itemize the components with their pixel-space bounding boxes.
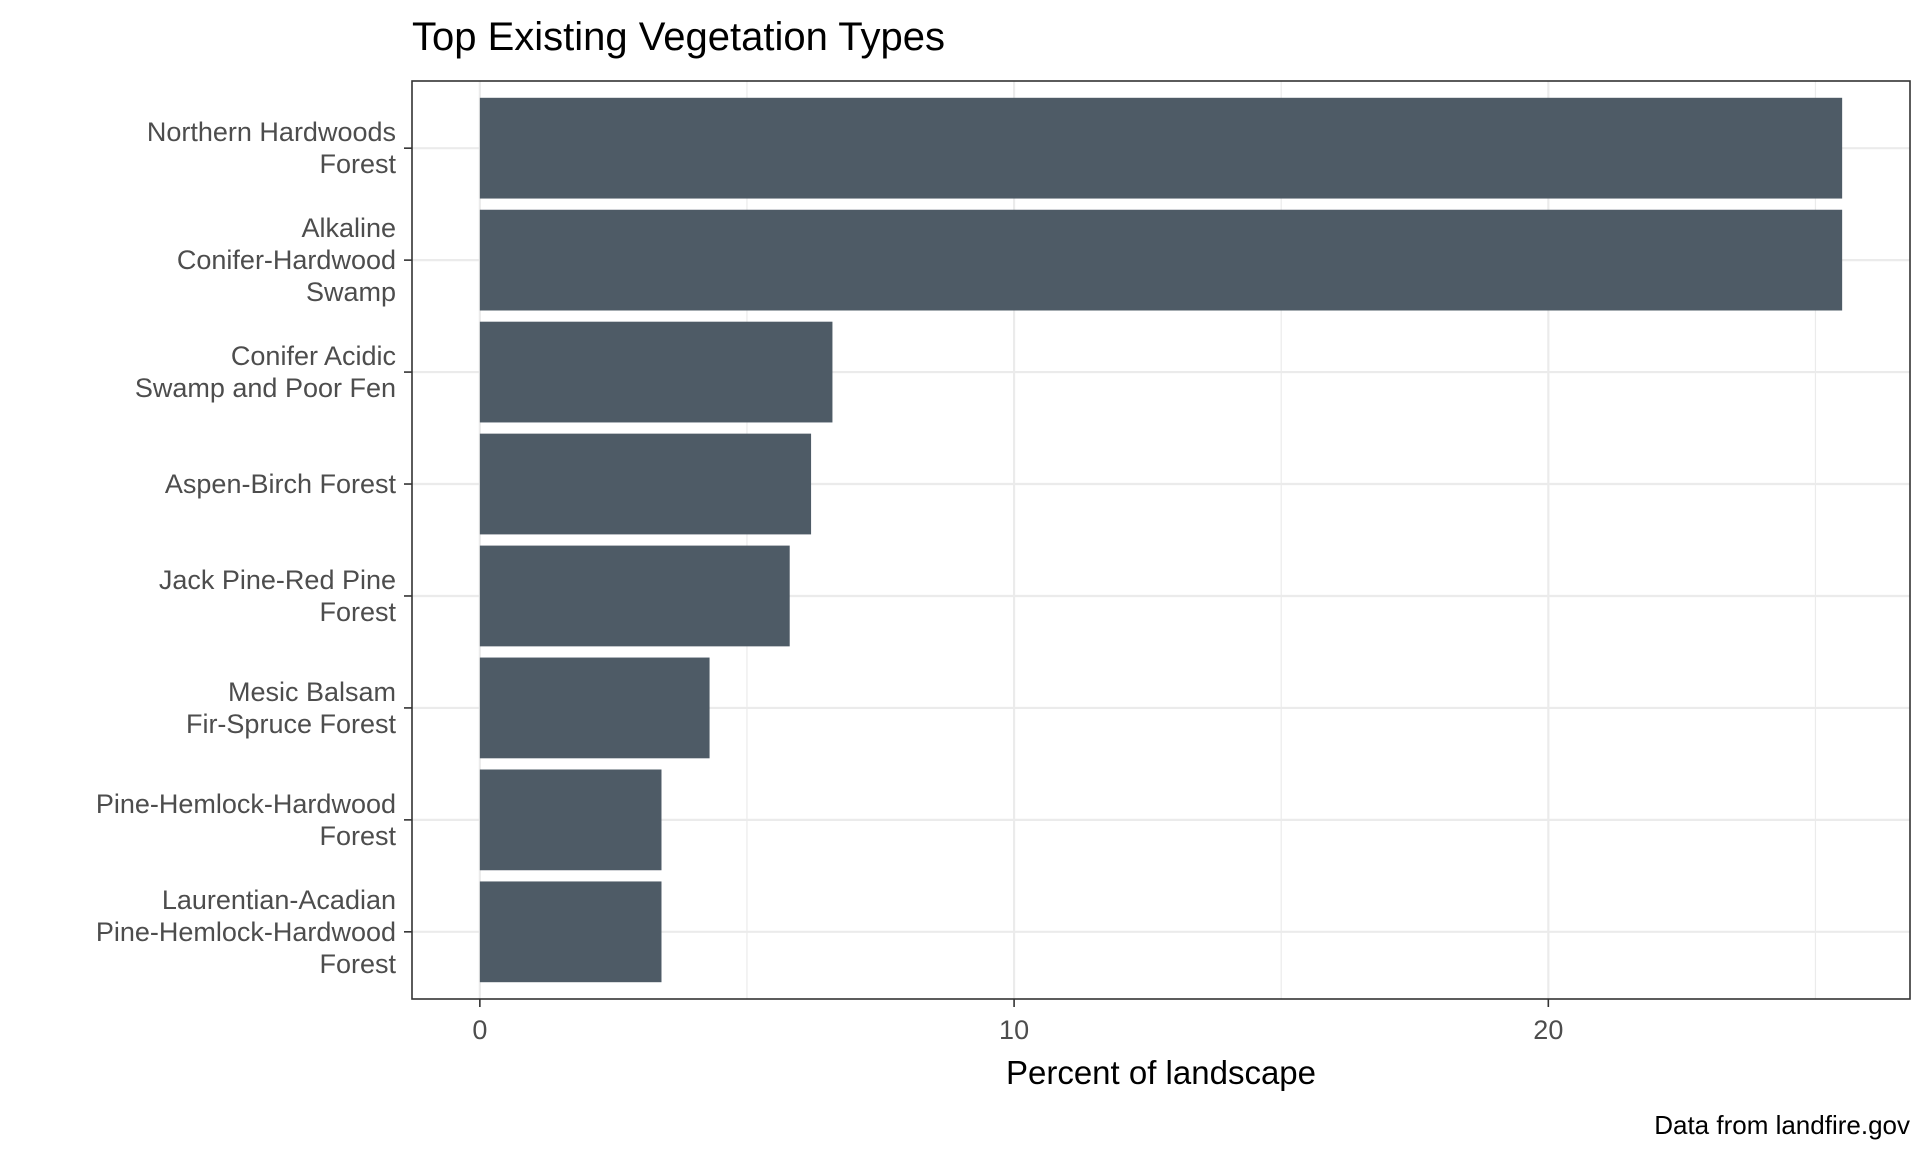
- x-tick-label: 20: [1533, 1015, 1563, 1045]
- x-tick-label: 0: [472, 1015, 487, 1045]
- bar: [479, 545, 790, 647]
- bar: [479, 321, 833, 423]
- y-axis: Northern Hardwoods Forest Alkaline Conifer-…: [96, 117, 412, 979]
- x-axis-title: Percent of landscape: [1006, 1054, 1316, 1091]
- x-axis: 0 10 20: [472, 999, 1563, 1045]
- bar: [479, 433, 812, 535]
- bar: [479, 881, 662, 983]
- y-tick-label: Northern Hardwoods Forest: [147, 117, 397, 179]
- y-tick-label: Mesic Balsam Fir-Spruce Forest: [186, 677, 397, 739]
- x-tick-label: 10: [999, 1015, 1029, 1045]
- y-tick-label: Conifer Acidic Swamp and Poor Fen: [135, 341, 396, 403]
- chart-caption: Data from landfire.gov: [1654, 1110, 1910, 1140]
- bar: [479, 657, 710, 759]
- y-tick-label: Alkaline Conifer-Hardwood Swamp: [177, 213, 396, 307]
- y-tick-label: Laurentian-Acadian Pine-Hemlock-Hardwood F…: [96, 885, 397, 979]
- y-tick-label: Pine-Hemlock-Hardwood Forest: [96, 789, 397, 851]
- bar: [479, 769, 662, 871]
- bar: [479, 209, 1843, 311]
- panel-border: [411, 80, 1911, 1000]
- y-tick-label: Jack Pine-Red Pine Forest: [159, 565, 397, 627]
- chart-title: Top Existing Vegetation Types: [412, 15, 945, 59]
- bar: [479, 97, 1843, 199]
- bar-layer: [479, 97, 1843, 983]
- y-tick-label: Aspen-Birch Forest: [165, 469, 397, 499]
